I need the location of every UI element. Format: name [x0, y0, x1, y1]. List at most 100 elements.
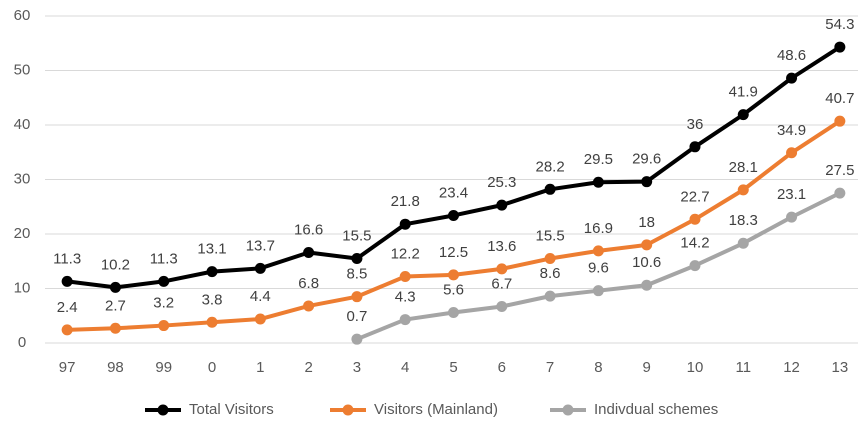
y-tick-label: 20: [14, 225, 31, 242]
x-tick-label: 4: [401, 359, 409, 376]
data-label: 12.2: [391, 245, 420, 262]
y-tick-label: 30: [14, 170, 31, 187]
point-marker: [544, 290, 556, 302]
point-marker: [351, 253, 363, 265]
point-marker: [689, 141, 701, 153]
point-marker: [158, 320, 170, 332]
point-marker: [206, 266, 218, 278]
data-label: 14.2: [680, 235, 709, 252]
data-label: 29.5: [584, 151, 613, 168]
point-marker: [399, 271, 411, 283]
data-label: 28.2: [535, 158, 564, 175]
x-tick-label: 3: [353, 359, 361, 376]
x-tick-label: 10: [687, 359, 704, 376]
y-tick-label: 0: [18, 334, 26, 351]
data-label: 18: [638, 214, 655, 231]
data-label: 29.6: [632, 151, 661, 168]
x-tick-label: 12: [783, 359, 800, 376]
point-marker: [109, 322, 121, 334]
data-label: 11.3: [53, 250, 81, 267]
data-label: 15.5: [535, 227, 564, 244]
legend-label: Indivdual schemes: [594, 401, 718, 418]
data-label: 16.6: [294, 221, 323, 238]
point-marker: [496, 300, 508, 312]
point-marker: [109, 281, 121, 293]
y-tick-label: 40: [14, 116, 31, 133]
data-label: 10.6: [632, 254, 661, 271]
point-marker: [544, 183, 556, 195]
point-marker: [303, 247, 315, 259]
x-tick-label: 9: [643, 359, 651, 376]
x-tick-label: 8: [594, 359, 602, 376]
data-label: 34.9: [777, 122, 806, 139]
point-marker: [351, 291, 363, 303]
point-marker: [592, 176, 604, 188]
x-tick-label: 0: [208, 359, 216, 376]
data-label: 48.6: [777, 47, 806, 64]
data-label: 18.3: [729, 212, 758, 229]
data-label: 40.7: [825, 90, 854, 107]
point-marker: [254, 262, 266, 274]
point-marker: [448, 209, 459, 221]
point-marker: [641, 239, 653, 251]
data-label: 15.5: [342, 227, 371, 244]
x-tick-label: 99: [155, 359, 172, 376]
point-marker: [206, 316, 218, 328]
data-label: 36: [687, 116, 704, 133]
point-marker: [399, 314, 411, 326]
point-marker: [786, 147, 798, 159]
point-marker: [737, 109, 749, 121]
point-marker: [158, 275, 170, 287]
data-label: 4.4: [250, 288, 271, 305]
y-tick-label: 50: [14, 61, 31, 78]
point-marker: [448, 269, 459, 281]
point-marker: [834, 187, 846, 199]
data-label: 21.8: [391, 193, 420, 210]
point-marker: [399, 218, 411, 230]
data-label: 11.3: [150, 250, 178, 267]
x-tick-label: 1: [256, 359, 264, 376]
legend-marker: [157, 404, 169, 416]
point-marker: [737, 184, 749, 196]
data-label: 5.6: [443, 281, 464, 298]
point-marker: [61, 275, 73, 287]
data-label: 41.9: [729, 84, 758, 101]
data-label: 2.4: [57, 299, 78, 316]
data-label: 28.1: [729, 159, 758, 176]
data-label: 9.6: [588, 260, 609, 277]
point-marker: [61, 324, 73, 336]
point-marker: [254, 313, 266, 325]
data-label: 4.3: [395, 289, 416, 306]
data-label: 23.4: [439, 184, 468, 201]
data-label: 12.5: [439, 244, 468, 261]
data-label: 6.7: [491, 275, 512, 292]
data-label: 54.3: [825, 16, 854, 33]
data-label: 10.2: [101, 256, 130, 273]
point-marker: [834, 115, 846, 127]
data-label: 25.3: [487, 174, 516, 191]
y-tick-label: 10: [14, 279, 31, 296]
point-marker: [592, 245, 604, 257]
point-marker: [448, 306, 459, 318]
legend-label: Visitors (Mainland): [374, 401, 498, 418]
point-marker: [834, 41, 846, 53]
data-label: 8.6: [540, 265, 561, 282]
point-marker: [786, 72, 798, 84]
data-label: 3.8: [202, 291, 223, 308]
x-tick-label: 6: [498, 359, 506, 376]
x-tick-label: 7: [546, 359, 554, 376]
point-marker: [689, 260, 701, 272]
point-marker: [689, 213, 701, 225]
legend-marker: [562, 404, 574, 416]
data-label: 13.1: [197, 241, 226, 258]
x-tick-label: 98: [107, 359, 124, 376]
point-marker: [351, 333, 363, 345]
x-tick-label: 2: [304, 359, 312, 376]
y-tick-label: 60: [14, 7, 31, 24]
point-marker: [496, 263, 508, 275]
point-marker: [592, 285, 604, 297]
data-label: 16.9: [584, 220, 613, 237]
point-marker: [641, 176, 653, 188]
point-marker: [496, 199, 508, 211]
